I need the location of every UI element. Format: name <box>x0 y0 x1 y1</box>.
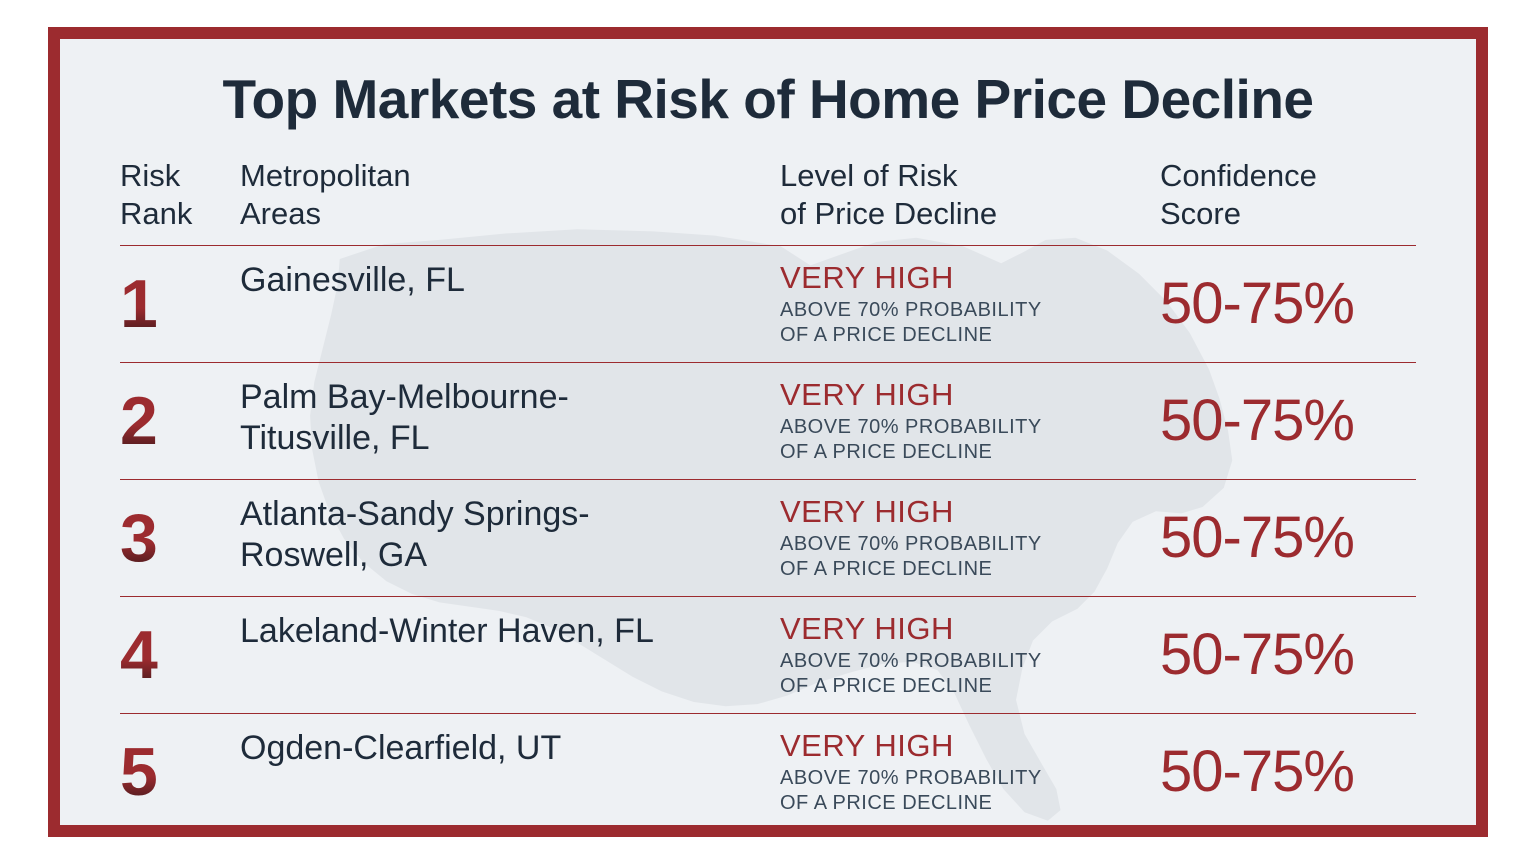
risk-cell: VERY HIGH ABOVE 70% PROBABILITYOF A PRIC… <box>780 597 1160 713</box>
metro-area: Gainesville, FL <box>240 246 780 315</box>
col-header-risk: Level of Riskof Price Decline <box>780 157 1160 245</box>
rank-value: 2 <box>120 381 240 461</box>
content-area: Top Markets at Risk of Home Price Declin… <box>120 67 1416 830</box>
col-header-rank: RiskRank <box>120 157 240 245</box>
risk-level-label: VERY HIGH <box>780 728 1160 764</box>
risk-level-label: VERY HIGH <box>780 377 1160 413</box>
confidence-score: 50-75% <box>1160 612 1416 698</box>
risk-description: ABOVE 70% PROBABILITYOF A PRICE DECLINE <box>780 766 1160 816</box>
risk-description: ABOVE 70% PROBABILITYOF A PRICE DECLINE <box>780 649 1160 699</box>
risk-cell: VERY HIGH ABOVE 70% PROBABILITYOF A PRIC… <box>780 363 1160 479</box>
metro-area: Palm Bay-Melbourne-Titusville, FL <box>240 363 780 474</box>
risk-level-label: VERY HIGH <box>780 260 1160 296</box>
metro-area: Atlanta-Sandy Springs-Roswell, GA <box>240 480 780 591</box>
risk-description: ABOVE 70% PROBABILITYOF A PRICE DECLINE <box>780 415 1160 465</box>
col-header-conf: ConfidenceScore <box>1160 157 1416 245</box>
risk-cell: VERY HIGH ABOVE 70% PROBABILITYOF A PRIC… <box>780 246 1160 362</box>
rank-value: 3 <box>120 498 240 578</box>
infographic-frame: Top Markets at Risk of Home Price Declin… <box>48 27 1488 837</box>
confidence-score: 50-75% <box>1160 261 1416 347</box>
page-title: Top Markets at Risk of Home Price Declin… <box>120 67 1416 131</box>
confidence-score: 50-75% <box>1160 729 1416 815</box>
risk-level-label: VERY HIGH <box>780 611 1160 647</box>
rank-value: 1 <box>120 264 240 344</box>
risk-cell: VERY HIGH ABOVE 70% PROBABILITYOF A PRIC… <box>780 480 1160 596</box>
rank-value: 5 <box>120 732 240 812</box>
risk-table: RiskRank MetropolitanAreas Level of Risk… <box>120 157 1416 830</box>
risk-description: ABOVE 70% PROBABILITYOF A PRICE DECLINE <box>780 532 1160 582</box>
confidence-score: 50-75% <box>1160 495 1416 581</box>
risk-level-label: VERY HIGH <box>780 494 1160 530</box>
confidence-score: 50-75% <box>1160 378 1416 464</box>
col-header-metro: MetropolitanAreas <box>240 157 780 245</box>
rank-value: 4 <box>120 615 240 695</box>
metro-area: Lakeland-Winter Haven, FL <box>240 597 780 666</box>
risk-description: ABOVE 70% PROBABILITYOF A PRICE DECLINE <box>780 298 1160 348</box>
metro-area: Ogden-Clearfield, UT <box>240 714 780 783</box>
risk-cell: VERY HIGH ABOVE 70% PROBABILITYOF A PRIC… <box>780 714 1160 830</box>
